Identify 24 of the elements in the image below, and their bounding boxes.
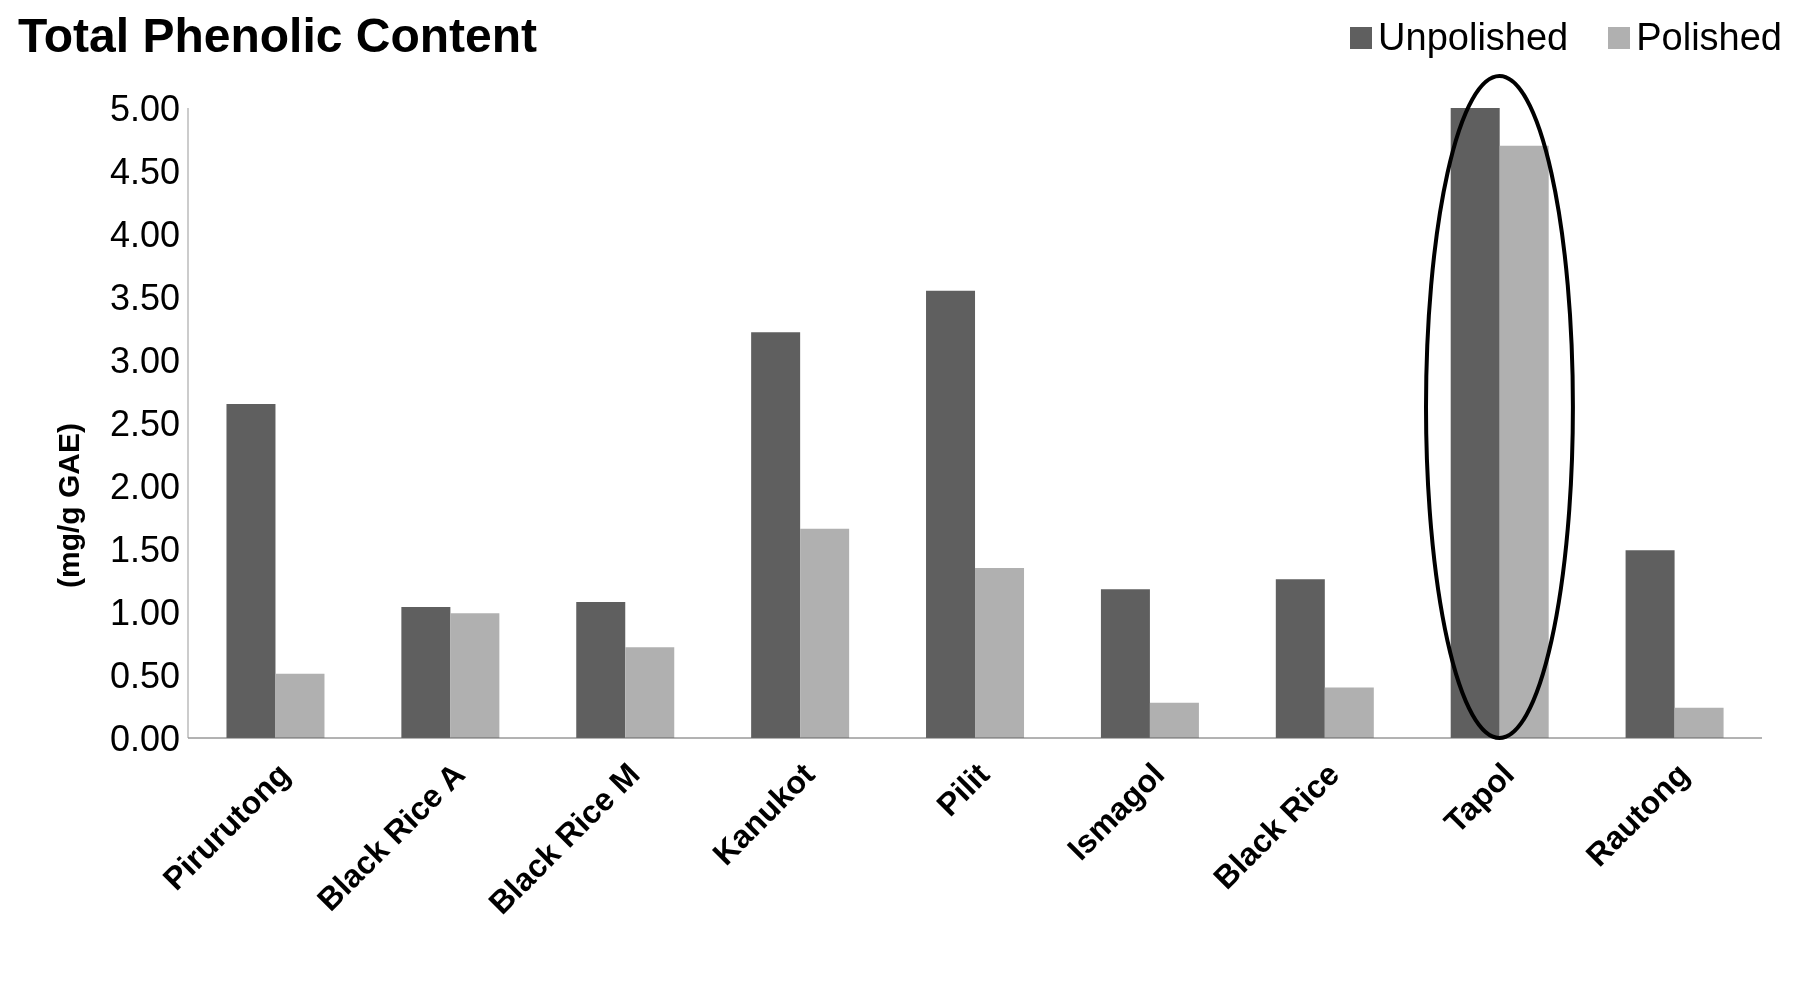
bar (1324, 687, 1374, 738)
chart-title: Total Phenolic Content (18, 8, 538, 63)
y-tick-label: 3.50 (109, 276, 180, 318)
y-tick-label: 1.50 (109, 528, 180, 570)
legend-label: Unpolished (1378, 16, 1569, 59)
y-tick-label: 4.00 (109, 213, 180, 255)
bar (450, 613, 500, 738)
bar (975, 567, 1025, 738)
y-tick-label: 2.00 (109, 465, 180, 507)
bar (800, 528, 850, 738)
y-tick-label: 1.00 (109, 591, 180, 633)
y-tick-label: 4.50 (109, 150, 180, 192)
y-tick-label: 3.00 (109, 339, 180, 381)
y-tick-label: 0.50 (109, 654, 180, 696)
legend-label: Polished (1636, 16, 1782, 59)
bar (275, 673, 325, 738)
y-axis-title: (mg/g GAE) (51, 423, 85, 588)
bar (1674, 707, 1724, 738)
y-tick-label: 5.00 (109, 87, 180, 129)
x-tick-label: Pilit (929, 755, 997, 823)
y-tick-label: 2.50 (109, 402, 180, 444)
bar (1149, 702, 1199, 738)
y-tick-label: 0.00 (109, 717, 180, 759)
bar (625, 647, 675, 738)
